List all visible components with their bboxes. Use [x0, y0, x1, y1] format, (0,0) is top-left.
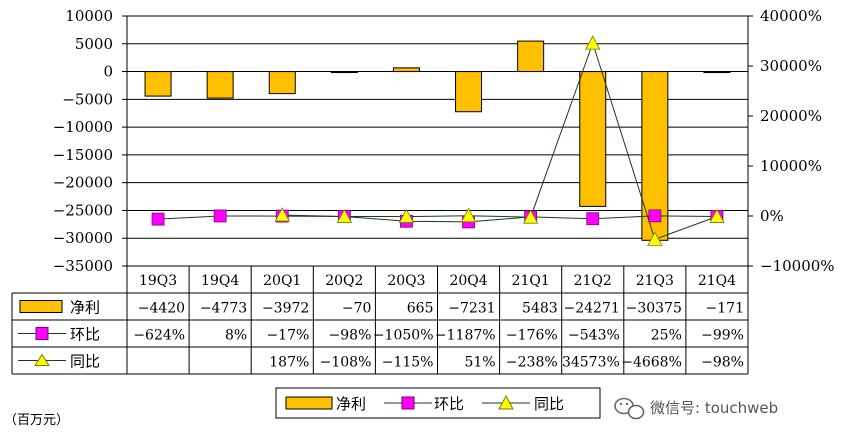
legend-key-triangle — [498, 394, 514, 410]
table-cell: −24271 — [564, 301, 620, 317]
bar-21Q1 — [517, 40, 545, 73]
huanbi-marker — [586, 212, 600, 226]
left-tick-label: 5000 — [75, 35, 113, 53]
table-cell: 25% — [651, 328, 682, 344]
left-tick-label: 10000 — [65, 7, 113, 25]
left-tick-label: −15000 — [53, 146, 113, 164]
right-tick-label: 0% — [760, 207, 784, 225]
tongbi-marker — [522, 209, 539, 224]
row-label: 环比 — [70, 326, 100, 344]
category-label: 19Q3 — [139, 273, 177, 289]
legend-box — [275, 387, 601, 419]
category-label: 20Q1 — [263, 273, 301, 289]
tongbi-marker — [274, 207, 290, 222]
row-label: 净利 — [70, 299, 100, 317]
table-cell: −624% — [133, 328, 185, 344]
table-cell: −238% — [506, 355, 558, 371]
table-cell: −3972 — [262, 301, 309, 317]
table-cell: −171 — [706, 301, 744, 317]
bar-20Q3 — [392, 67, 420, 73]
axes: 10000 5000 0 −5000 −10000 −15000 −20000 −25000 −… — [53, 7, 835, 275]
right-tick-label: −10000% — [760, 257, 835, 275]
category-label: 21Q2 — [574, 273, 612, 289]
tongbi-marker — [709, 208, 725, 223]
category-label: 20Q2 — [325, 273, 363, 289]
tongbi-marker — [460, 207, 477, 223]
table-cell: −1050% — [373, 328, 434, 344]
right-tick-label: 40000% — [760, 7, 822, 25]
huanbi-marker — [213, 209, 227, 223]
table-cell: 665 — [407, 301, 434, 317]
legend-label: 净利 — [336, 395, 366, 413]
legend-label: 同比 — [534, 395, 564, 413]
category-label: 21Q4 — [698, 273, 736, 289]
tongbi-marker — [398, 208, 415, 223]
huanbi-marker — [151, 212, 165, 226]
table-cell: −4420 — [138, 301, 185, 317]
category-label: 21Q1 — [512, 273, 550, 289]
table-cell: −70 — [342, 301, 372, 317]
tongbi-line — [282, 41, 718, 240]
table-cell: −98% — [329, 328, 372, 344]
left-tick-label: −30000 — [53, 229, 113, 247]
lines — [151, 35, 725, 246]
bar-19Q4 — [206, 71, 234, 99]
tongbi-marker — [336, 208, 353, 223]
category-label: 19Q4 — [201, 273, 239, 289]
table-cell: −99% — [701, 328, 744, 344]
bar-20Q1 — [268, 71, 296, 95]
left-tick-label: 0 — [103, 63, 113, 81]
table-cell: 8% — [225, 328, 247, 344]
row-key-bar — [19, 300, 63, 313]
table-cell: −4773 — [200, 301, 247, 317]
table-cell: −176% — [506, 328, 558, 344]
row-label: 同比 — [70, 353, 100, 371]
bar-21Q4 — [703, 71, 731, 74]
tongbi-marker — [647, 231, 663, 246]
watermark: 微信号: touchweb — [614, 397, 778, 420]
table-cell: −30375 — [626, 301, 682, 317]
category-label: 20Q3 — [387, 273, 425, 289]
table-cell: −98% — [701, 355, 744, 371]
left-tick-label: −35000 — [53, 257, 113, 275]
wechat-icon — [614, 397, 645, 420]
table-cell: 34573% — [562, 355, 620, 371]
table-cell: −543% — [568, 328, 620, 344]
table-cell: −1187% — [435, 328, 496, 344]
table-cell: −4668% — [621, 355, 682, 371]
legend-key-square — [401, 396, 415, 410]
left-tick-label: −10000 — [53, 118, 113, 136]
left-tick-label: −5000 — [62, 90, 113, 108]
right-tick-label: 10000% — [760, 157, 822, 175]
huanbi-marker — [648, 209, 662, 223]
data-table: 19Q3 19Q4 20Q1 20Q2 20Q3 20Q4 21Q1 21Q2 21Q3 21Q4… — [11, 265, 749, 375]
legend: 净利 环比 同比 — [275, 387, 601, 419]
table-cell: −17% — [266, 328, 309, 344]
category-label: 20Q4 — [449, 273, 487, 289]
bar-21Q2 — [579, 71, 607, 207]
row-key-triangle — [34, 353, 50, 366]
table-cell: 5483 — [522, 301, 558, 317]
tongbi-marker — [585, 35, 601, 50]
bar-20Q4 — [455, 71, 483, 113]
bar-19Q3 — [144, 71, 172, 97]
legend-label: 环比 — [434, 395, 464, 413]
table-cell: 51% — [464, 355, 495, 371]
left-tick-label: −20000 — [53, 174, 113, 192]
table-cell: −115% — [382, 355, 434, 371]
bar-20Q2 — [330, 71, 358, 74]
row-key-square — [35, 327, 49, 340]
watermark-text: 微信号: touchweb — [650, 399, 778, 417]
table-cell: 187% — [269, 355, 309, 371]
category-label: 21Q3 — [636, 273, 674, 289]
table-cell: −7231 — [448, 301, 495, 317]
huanbi-line — [158, 215, 717, 223]
table-cell: −108% — [320, 355, 372, 371]
legend-key-bar — [285, 396, 333, 410]
left-tick-label: −25000 — [53, 201, 113, 219]
unit-note: （百万元） — [4, 413, 69, 428]
right-tick-label: 30000% — [760, 57, 822, 75]
right-tick-label: 20000% — [760, 107, 822, 125]
